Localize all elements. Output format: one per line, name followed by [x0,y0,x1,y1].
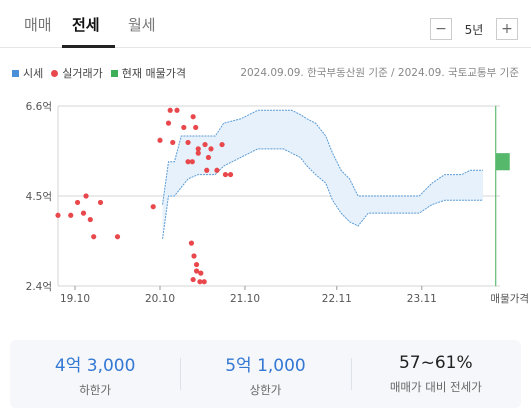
y-tick-label: 4.5억 [26,191,52,203]
transaction-point [170,139,176,146]
transaction-point [219,141,225,148]
transaction-point [181,124,187,131]
transaction-point [114,234,121,240]
x-tick-label: 22.11 [322,293,352,305]
deal-type-tabs: 매매 전세 월세 [0,0,531,48]
jeonse-ratio-label: 매매가 대비 전세가 [389,380,482,394]
legend-square-icon [12,69,19,77]
y-tick-label: 2.4억 [26,281,52,293]
active-tab-indicator [62,45,115,48]
transaction-point [227,171,234,178]
period-decrease-button[interactable]: − [430,18,452,40]
y-tick-label: 6.6억 [26,101,52,113]
legend-label-transactions: 실거래가 [62,67,103,80]
period-stepper: − 5년 + [430,16,518,42]
transaction-point [193,268,200,274]
transaction-point [157,137,163,143]
transaction-point [193,124,199,131]
listing-range-bar [495,153,510,171]
jeonse-price-chart: 6.6억 4.5억 2.4억 19.10 20.10 21.10 22.11 23.11 매물가… [26,101,529,305]
transaction-point [165,120,172,126]
legend-square-icon [110,69,118,77]
source-note: 2024.09.09. 한국부동산원 기준 / 2024.09. 국토교통부 기… [240,67,519,79]
transaction-point [191,253,197,259]
legend-label-listing: 현재 매물가격 [121,67,186,80]
chart-legend: 시세 실거래가 현재 매물가격 [12,65,194,81]
lower-price-value: 4억 3,000 [54,355,136,376]
transaction-point [68,212,74,218]
legend-item-listing: 현재 매물가격 [110,65,186,81]
legend-item-market-price: 시세 [12,65,43,81]
transaction-point [195,150,201,156]
price-summary: 4억 3,000 하한가 5억 1,000 상한가 57~61% 매매가 대비 … [10,340,521,408]
transaction-point [185,159,191,165]
transaction-point [198,270,204,276]
transaction-point [97,199,104,206]
legend-item-transactions: 실거래가 [51,65,103,81]
transaction-point [205,154,212,161]
transaction-point [197,279,203,285]
x-tick-label: 20.10 [145,293,175,305]
summary-lower-price: 4억 3,000 하한가 [10,340,180,408]
transaction-point [201,279,207,285]
transaction-point [167,107,173,113]
price-band-lower-line [162,148,483,239]
legend-label-market-price: 시세 [23,67,44,80]
transaction-point [190,276,196,283]
transaction-point [189,159,195,165]
x-tick-label: 23.11 [407,293,437,305]
upper-price-value: 5억 1,000 [225,355,306,376]
transaction-point [222,171,229,178]
transaction-point [174,107,180,113]
lower-price-label: 하한가 [79,382,112,397]
jeonse-ratio-value: 57~61% [398,353,473,373]
transaction-point [150,204,156,210]
tab-sale[interactable]: 매매 [24,16,52,34]
transaction-point [190,114,196,120]
transaction-point [74,199,81,206]
tab-monthly-rent[interactable]: 월세 [128,16,156,34]
transaction-point [195,146,201,152]
tab-jeonse[interactable]: 전세 [72,16,100,34]
transaction-point [202,141,208,148]
price-band-upper-line [162,109,483,205]
transaction-point [188,240,195,246]
transaction-point [204,167,210,173]
period-value: 5년 [464,22,484,37]
transaction-point [83,193,89,199]
x-tick-label: 19.10 [60,293,90,305]
summary-upper-price: 5억 1,000 상한가 [180,340,350,408]
transaction-point [55,212,61,218]
x-tick-label: 매물가격 [490,292,529,305]
upper-price-label: 상한가 [249,382,282,397]
transaction-point [80,210,87,216]
transaction-point [208,146,214,152]
price-band-area [162,110,484,239]
summary-jeonse-ratio: 57~61% 매매가 대비 전세가 [350,340,521,408]
transaction-point [185,139,191,146]
period-increase-button[interactable]: + [496,18,518,40]
transaction-point [193,261,200,268]
transaction-point [87,216,93,223]
transaction-point [214,167,220,173]
transaction-point [91,234,97,240]
x-tick-label: 21.10 [230,293,260,305]
legend-dot-icon [51,69,59,77]
